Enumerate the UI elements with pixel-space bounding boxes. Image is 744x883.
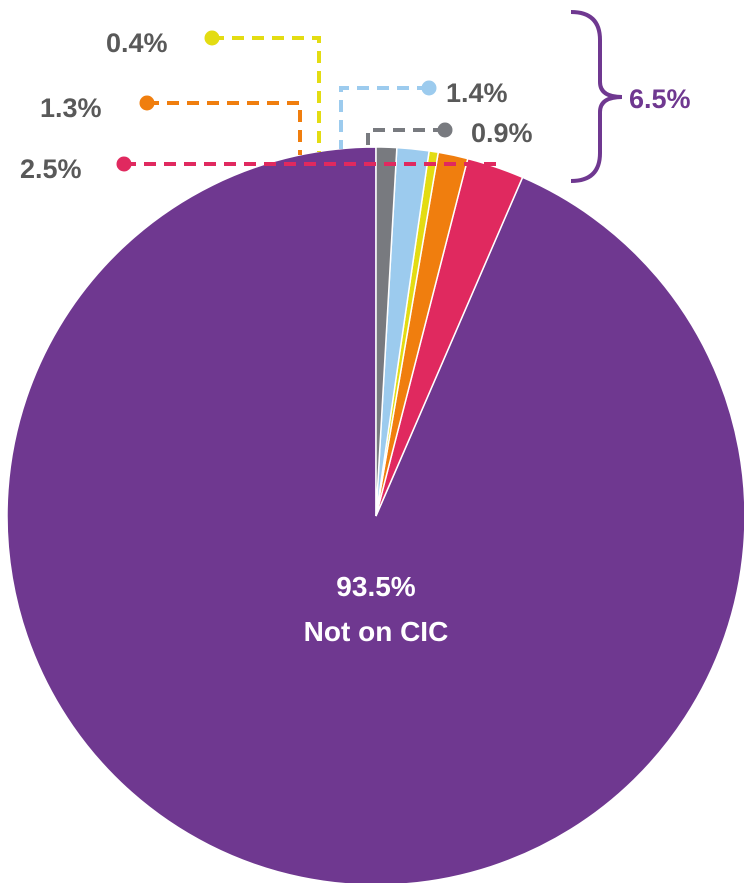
slice-label-0-4: 0.4% [106,28,168,58]
leader-1-3-dot [139,95,155,111]
leader-2-5-dot [116,156,132,172]
leader-0-4-dot [204,30,220,46]
slice-label-1-4: 1.4% [446,78,508,108]
slice-label-0-9: 0.9% [471,118,533,148]
pie-slices [6,146,744,883]
group-total-label: 6.5% [629,84,691,114]
leader-1-4-line [339,86,429,149]
main-slice-value-label: 93.5% [336,571,415,602]
slice-label-1-3: 1.3% [40,93,102,123]
leader-lines [116,30,498,172]
main-slice-name-label: Not on CIC [304,616,449,647]
slice-label-2-5: 2.5% [20,154,82,184]
leader-1-3-line [147,101,302,155]
slice-0-9 [375,146,398,517]
group-bracket [570,10,623,183]
leader-1-4-dot [421,80,437,96]
leader-0-4-line [212,36,321,152]
leader-0-9-dot [437,122,453,138]
leader-0-9-line [366,128,445,147]
leader-2-5-line [124,162,498,167]
